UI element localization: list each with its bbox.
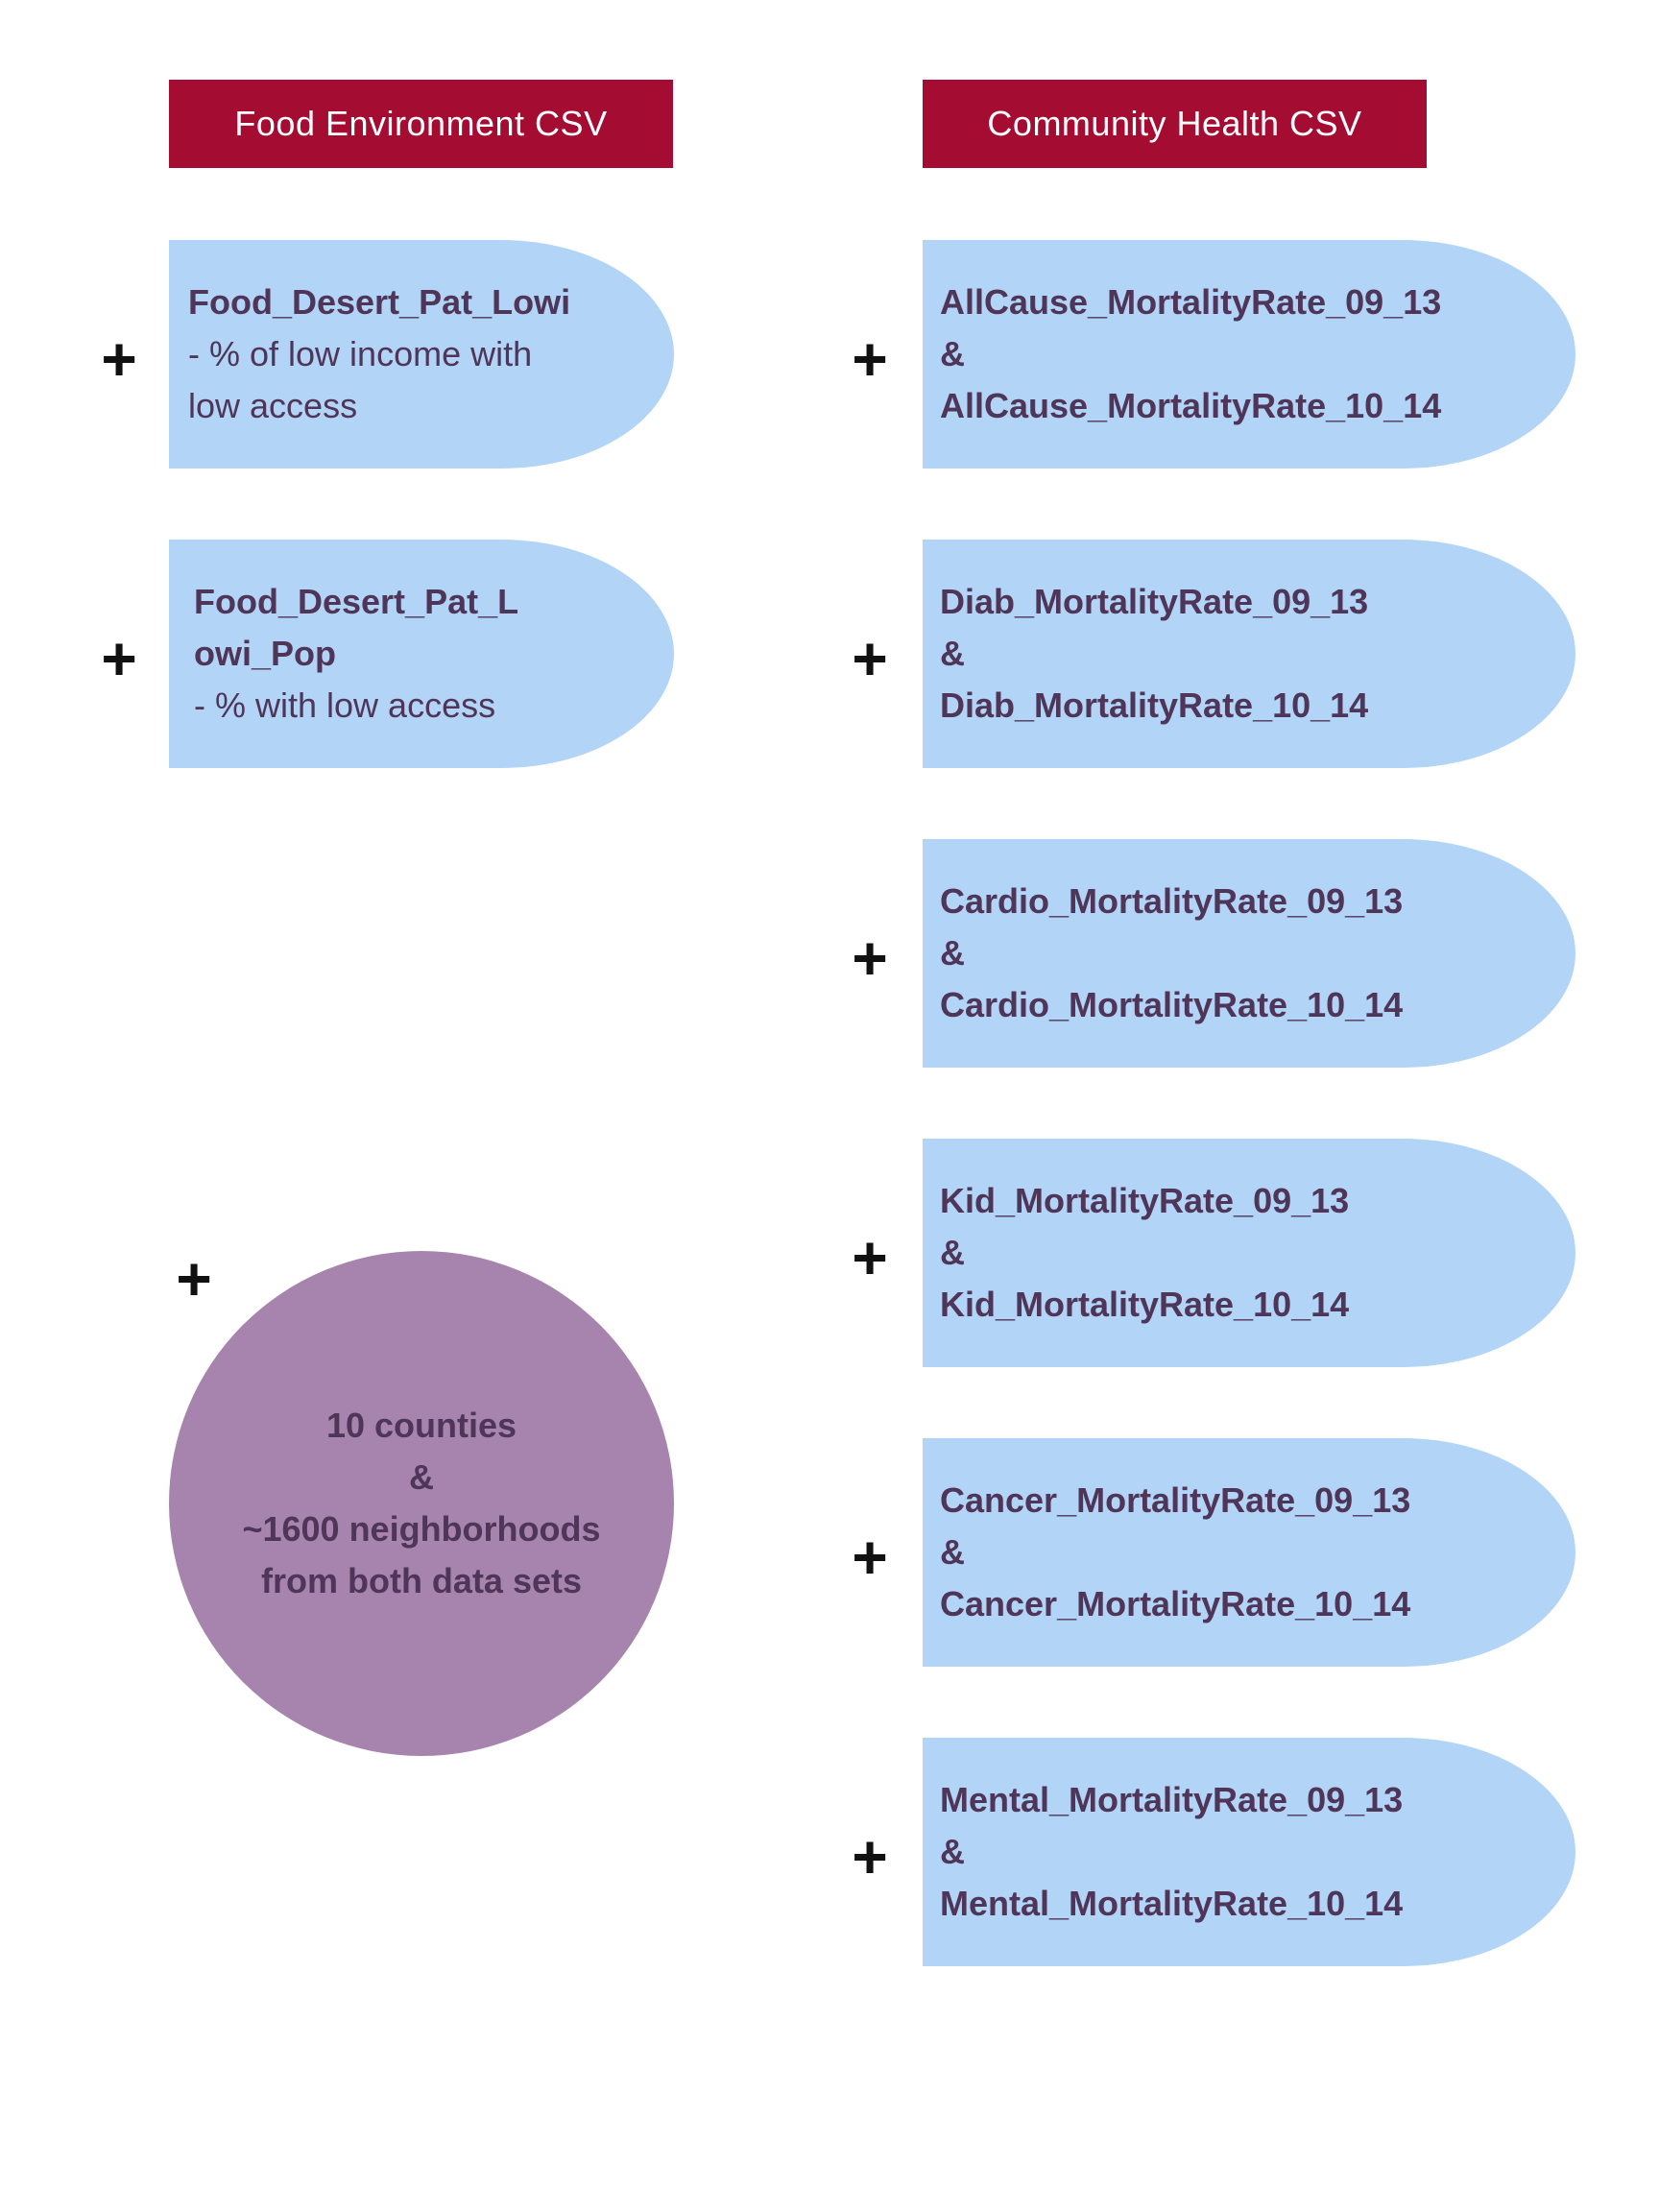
rate-10-14: Mental_MortalityRate_10_14: [940, 1884, 1404, 1923]
community-health-csv-header: Community Health CSV: [923, 80, 1427, 168]
plus-icon: +: [852, 1223, 888, 1292]
plus-icon: +: [852, 1523, 888, 1592]
summary-counties: 10 counties: [325, 1406, 517, 1445]
plus-icon: +: [852, 624, 888, 693]
plus-icon: +: [852, 924, 888, 993]
food-desert-lowi-pop-node: Food_Desert_Pat_L owi_Pop - % with low a…: [169, 540, 674, 768]
rate-10-14: AllCause_MortalityRate_10_14: [940, 386, 1442, 425]
food-desert-lowi-node: Food_Desert_Pat_Lowi - % of low income w…: [169, 240, 674, 469]
rate-09-13: Cardio_MortalityRate_09_13: [940, 881, 1404, 921]
ampersand: &: [940, 334, 965, 373]
diab-mortality-node: Diab_MortalityRate_09_13 & Diab_Mortalit…: [923, 540, 1575, 768]
rate-09-13: Mental_MortalityRate_09_13: [940, 1780, 1404, 1819]
plus-icon: +: [101, 624, 137, 693]
allcause-mortality-node: AllCause_MortalityRate_09_13 & AllCause_…: [923, 240, 1575, 469]
node-description: - % of low income with: [188, 334, 533, 373]
cancer-mortality-node: Cancer_MortalityRate_09_13 & Cancer_Mort…: [923, 1438, 1575, 1667]
rate-09-13: Diab_MortalityRate_09_13: [940, 582, 1369, 621]
ampersand: &: [940, 1233, 965, 1272]
cardio-mortality-node: Cardio_MortalityRate_09_13 & Cardio_Mort…: [923, 839, 1575, 1068]
summary-circle: 10 counties & ~1600 neighborhoods from b…: [169, 1251, 674, 1756]
plus-icon: +: [852, 325, 888, 394]
kid-mortality-node: Kid_MortalityRate_09_13 & Kid_MortalityR…: [923, 1139, 1575, 1367]
summary-source: from both data sets: [260, 1561, 583, 1600]
rate-10-14: Cancer_MortalityRate_10_14: [940, 1584, 1411, 1623]
rate-09-13: Cancer_MortalityRate_09_13: [940, 1480, 1411, 1520]
plus-icon: +: [852, 1822, 888, 1891]
rate-10-14: Diab_MortalityRate_10_14: [940, 685, 1369, 725]
plus-icon: +: [101, 325, 137, 394]
node-title: Food_Desert_Pat_Lowi: [188, 282, 571, 322]
ampersand: &: [940, 634, 965, 673]
node-description-cont: low access: [188, 386, 358, 425]
food-environment-csv-header: Food Environment CSV: [169, 80, 673, 168]
plus-icon: +: [176, 1244, 212, 1313]
summary-ampersand: &: [409, 1457, 434, 1497]
rate-10-14: Cardio_MortalityRate_10_14: [940, 985, 1404, 1024]
node-title: Food_Desert_Pat_L: [194, 582, 519, 621]
node-title-cont: owi_Pop: [194, 634, 337, 673]
ampersand: &: [940, 1832, 965, 1871]
rate-10-14: Kid_MortalityRate_10_14: [940, 1285, 1350, 1324]
ampersand: &: [940, 933, 965, 973]
rate-09-13: AllCause_MortalityRate_09_13: [940, 282, 1442, 322]
mental-mortality-node: Mental_MortalityRate_09_13 & Mental_Mort…: [923, 1738, 1575, 1966]
node-description: - % with low access: [194, 685, 496, 725]
ampersand: &: [940, 1532, 965, 1572]
rate-09-13: Kid_MortalityRate_09_13: [940, 1181, 1350, 1220]
summary-neighborhoods: ~1600 neighborhoods: [242, 1509, 601, 1549]
